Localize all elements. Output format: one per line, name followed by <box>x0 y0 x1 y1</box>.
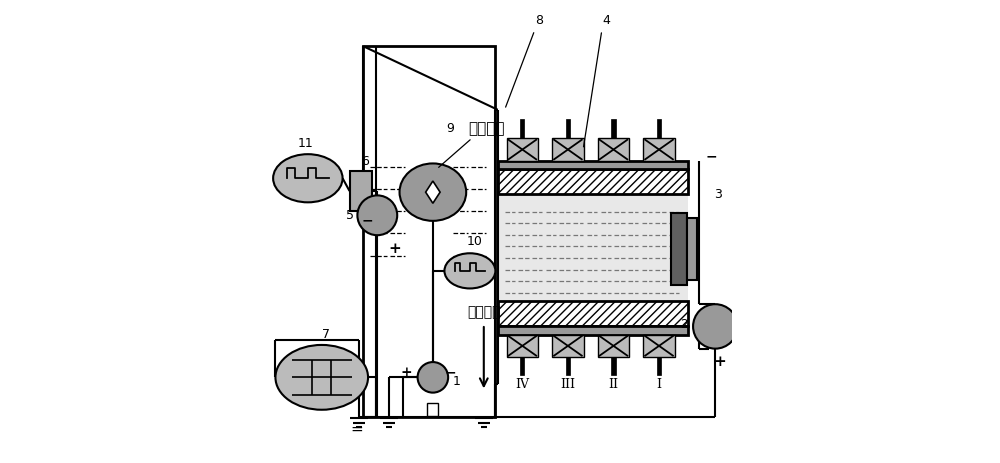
Ellipse shape <box>418 362 448 393</box>
Text: +: + <box>400 366 412 380</box>
Ellipse shape <box>400 163 466 221</box>
Text: 反应气体: 反应气体 <box>467 306 501 319</box>
Bar <box>350 171 372 211</box>
Text: II: II <box>608 378 618 391</box>
Text: +: + <box>389 242 401 256</box>
Bar <box>520 119 524 138</box>
Text: −: − <box>445 366 456 380</box>
Ellipse shape <box>444 253 495 288</box>
Bar <box>498 326 688 335</box>
Text: 10: 10 <box>467 235 482 248</box>
Bar <box>552 335 584 357</box>
Bar <box>598 335 629 357</box>
Bar <box>520 357 524 375</box>
Text: III: III <box>560 378 575 391</box>
Text: 4: 4 <box>603 14 610 27</box>
Text: +: + <box>714 355 726 369</box>
Text: 5: 5 <box>346 209 354 222</box>
Bar <box>566 119 570 138</box>
Bar <box>427 403 438 416</box>
Bar <box>671 213 687 285</box>
Text: 1: 1 <box>453 375 461 388</box>
Text: =: = <box>350 422 363 437</box>
Text: IV: IV <box>515 378 529 391</box>
Text: −: − <box>706 149 717 163</box>
Bar <box>498 301 688 326</box>
Bar <box>598 138 629 161</box>
Ellipse shape <box>357 195 397 235</box>
Text: 2: 2 <box>681 318 688 331</box>
Text: 3: 3 <box>714 188 722 201</box>
Bar <box>643 138 675 161</box>
Text: 9: 9 <box>447 122 454 135</box>
Bar <box>507 138 538 161</box>
Text: 6: 6 <box>361 155 369 168</box>
Bar <box>657 119 661 138</box>
Ellipse shape <box>275 345 368 410</box>
Bar <box>566 357 570 375</box>
Bar <box>552 138 584 161</box>
Bar <box>687 218 697 280</box>
Text: 8: 8 <box>535 14 543 27</box>
Bar <box>643 335 675 357</box>
Text: I: I <box>657 378 662 391</box>
Bar <box>498 161 688 169</box>
Ellipse shape <box>273 154 343 202</box>
Polygon shape <box>426 181 440 203</box>
Ellipse shape <box>425 380 440 390</box>
Text: −: − <box>361 214 373 228</box>
Text: 7: 7 <box>322 328 330 341</box>
Bar <box>611 119 616 138</box>
Bar <box>363 46 495 417</box>
Bar <box>498 194 688 301</box>
Bar <box>498 169 688 194</box>
Bar <box>611 357 616 375</box>
Bar <box>657 357 661 375</box>
Bar <box>507 335 538 357</box>
Ellipse shape <box>693 304 738 349</box>
Text: 11: 11 <box>298 138 313 150</box>
Text: 基体工件: 基体工件 <box>468 121 504 136</box>
